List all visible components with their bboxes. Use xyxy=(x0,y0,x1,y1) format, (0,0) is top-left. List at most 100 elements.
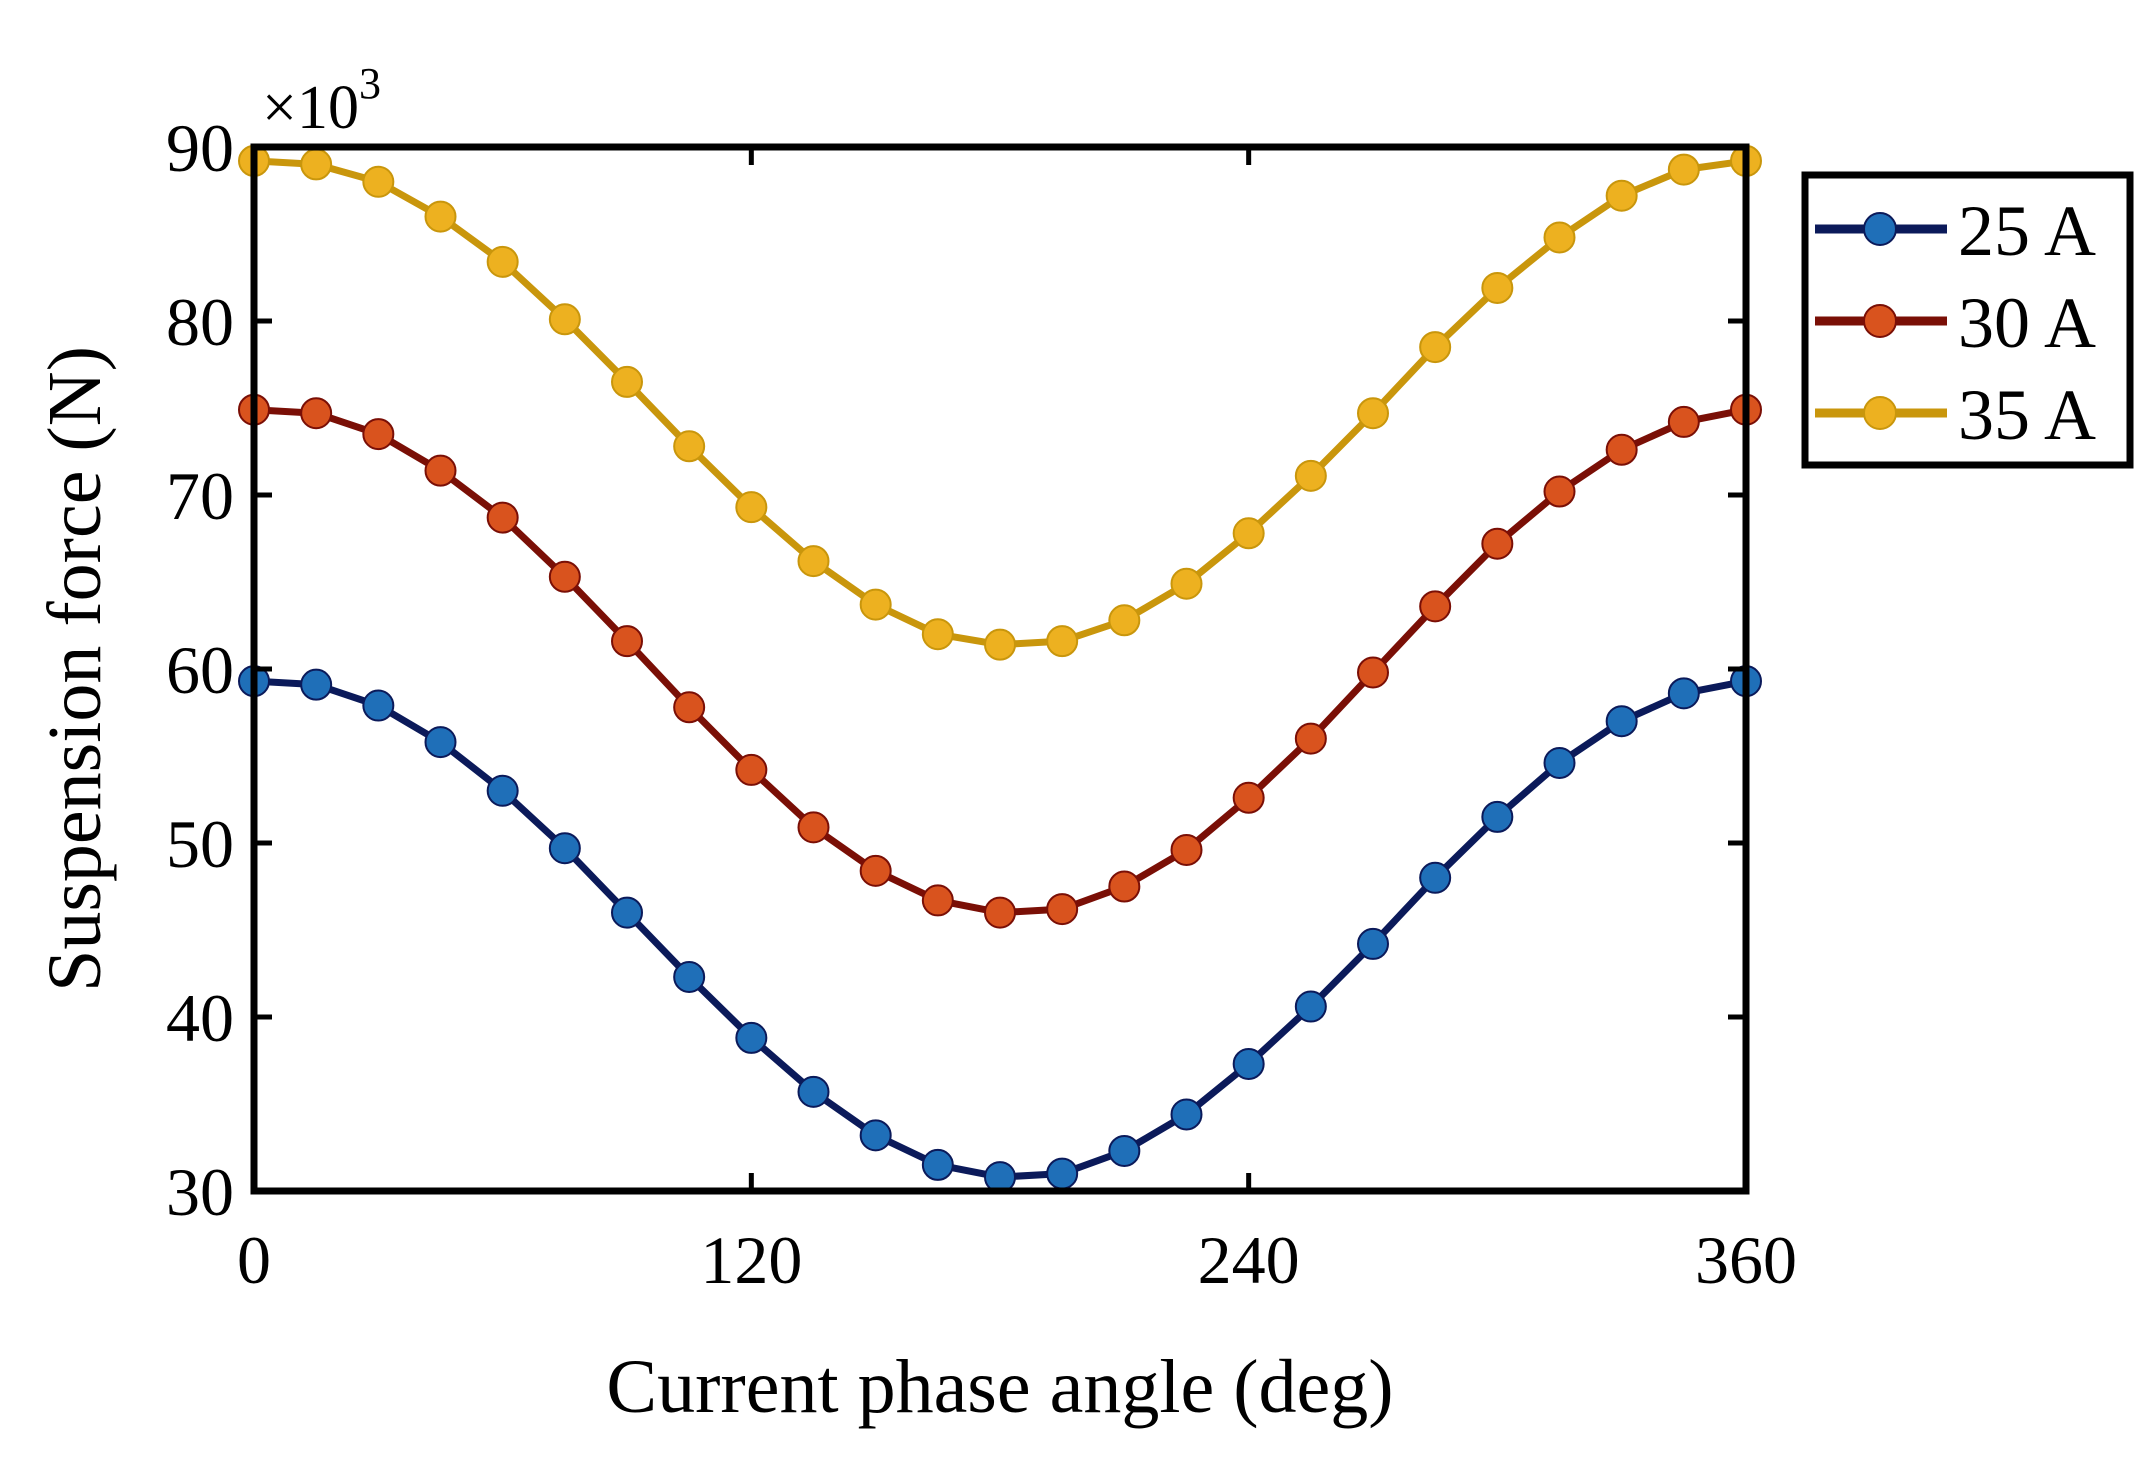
data-point xyxy=(1294,990,1327,1023)
data-point xyxy=(1108,604,1141,637)
data-point xyxy=(1170,567,1203,600)
data-point xyxy=(859,1119,892,1152)
data-point xyxy=(1170,833,1203,866)
data-point xyxy=(1605,433,1638,466)
data-point xyxy=(984,896,1016,929)
data-point xyxy=(611,625,643,658)
x-tick-label: 240 xyxy=(1198,1222,1300,1298)
data-point xyxy=(424,454,457,487)
data-point xyxy=(673,430,706,463)
data-point xyxy=(1357,927,1389,960)
data-point xyxy=(300,668,333,701)
data-point xyxy=(673,960,706,993)
data-point xyxy=(548,832,581,865)
data-point xyxy=(300,148,333,181)
data-point xyxy=(1667,405,1700,438)
data-point xyxy=(797,811,830,844)
legend-item: 25 A xyxy=(1815,191,2096,271)
y-tick-label: 30 xyxy=(166,1154,234,1230)
data-point xyxy=(1232,517,1265,550)
plot-marks xyxy=(238,144,1762,1194)
data-point xyxy=(611,896,643,929)
data-point xyxy=(486,501,519,534)
x-tick-label: 0 xyxy=(237,1222,271,1298)
data-point xyxy=(362,165,395,198)
legend-marker xyxy=(1863,304,1897,338)
data-point xyxy=(362,418,395,451)
y-tick-label: 80 xyxy=(166,284,234,360)
data-point xyxy=(735,753,768,786)
data-point xyxy=(1357,397,1389,430)
y-tick-label: 90 xyxy=(166,110,234,186)
data-point xyxy=(797,545,830,578)
data-point xyxy=(921,618,954,651)
data-point xyxy=(735,1021,768,1054)
data-point xyxy=(735,491,768,524)
series-35a xyxy=(238,144,1762,661)
series-25a xyxy=(238,665,1762,1194)
data-point xyxy=(1294,722,1327,755)
y-multiplier-exponent: 3 xyxy=(359,59,381,108)
y-tick-label: 50 xyxy=(166,806,234,882)
data-point xyxy=(1543,746,1576,779)
data-point xyxy=(1108,870,1141,903)
data-point xyxy=(1232,1047,1265,1080)
data-point xyxy=(859,854,892,887)
data-point xyxy=(1667,677,1700,710)
data-point xyxy=(1232,781,1265,814)
data-point xyxy=(486,245,519,278)
data-point xyxy=(1481,800,1514,833)
y-tick-label: 70 xyxy=(166,458,234,534)
data-point xyxy=(486,774,519,807)
data-point xyxy=(1419,590,1452,623)
y-tick-label: 60 xyxy=(166,632,234,708)
data-point xyxy=(548,560,581,593)
data-point xyxy=(1481,271,1514,304)
x-axis-label: Current phase angle (deg) xyxy=(606,1345,1393,1429)
data-point xyxy=(362,689,395,722)
data-point xyxy=(1543,221,1576,254)
data-point xyxy=(1108,1134,1141,1167)
legend-label: 25 A xyxy=(1958,191,2096,271)
x-tick-label: 120 xyxy=(700,1222,802,1298)
data-point xyxy=(1667,153,1700,186)
data-point xyxy=(1605,705,1638,738)
legend: 25 A 30 A 35 A xyxy=(1801,171,2134,469)
axes-box xyxy=(250,143,1750,1195)
data-point xyxy=(1046,1157,1079,1190)
legend-label: 30 A xyxy=(1958,283,2096,363)
axis-ticks: 0 120 240 360 30 40 50 60 70 80 90 xyxy=(166,110,1797,1298)
legend-marker xyxy=(1863,212,1897,246)
data-point xyxy=(1170,1098,1203,1131)
data-point xyxy=(1605,179,1638,212)
data-point xyxy=(673,691,706,724)
series-line xyxy=(253,157,1747,649)
data-point xyxy=(1419,861,1452,894)
data-point xyxy=(1357,656,1389,689)
data-point xyxy=(1294,459,1327,492)
data-point xyxy=(1419,331,1452,364)
data-point xyxy=(424,726,457,759)
y-multiplier: ×103 xyxy=(262,59,381,142)
data-point xyxy=(300,397,333,430)
data-point xyxy=(1046,625,1079,658)
data-point xyxy=(611,365,643,398)
data-point xyxy=(921,884,954,917)
data-point xyxy=(1046,893,1079,926)
legend-label: 35 A xyxy=(1958,375,2096,455)
data-point xyxy=(1543,475,1576,508)
legend-item: 35 A xyxy=(1815,375,2096,455)
series-line xyxy=(253,406,1747,917)
data-point xyxy=(859,588,892,621)
data-point xyxy=(548,303,581,336)
legend-item: 30 A xyxy=(1815,283,2096,363)
data-point xyxy=(797,1075,830,1108)
y-tick-label: 40 xyxy=(166,980,234,1056)
legend-marker xyxy=(1863,396,1897,430)
data-point xyxy=(921,1148,954,1181)
data-point xyxy=(1481,527,1514,560)
y-axis-label: Suspension force (N) xyxy=(33,346,117,992)
data-point xyxy=(984,628,1016,661)
data-point xyxy=(424,200,457,233)
